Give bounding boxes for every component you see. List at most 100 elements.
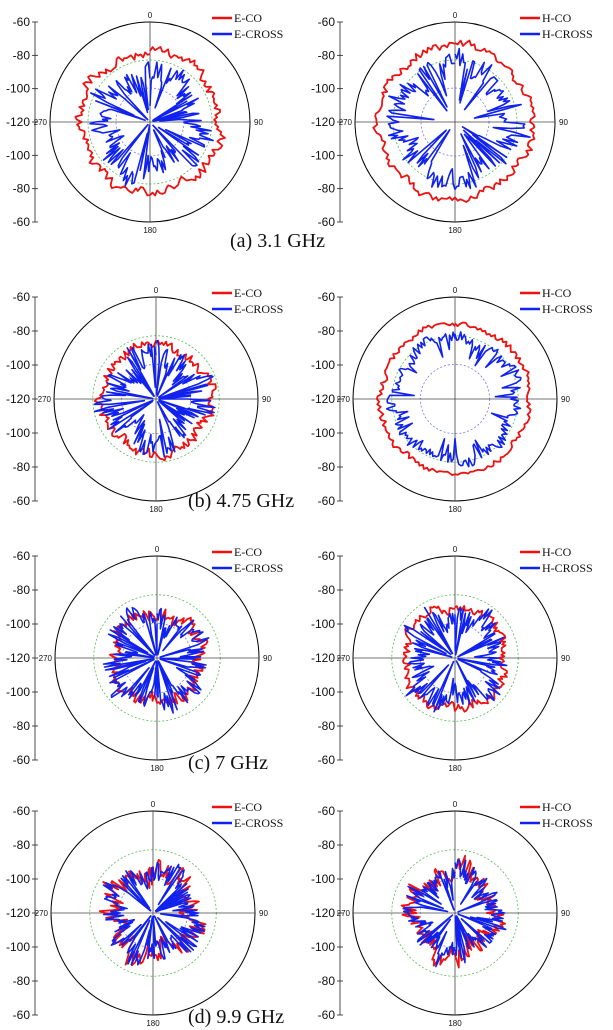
series-trace-h-co [372, 39, 536, 203]
scale-tick-label: -60 [13, 1008, 31, 1022]
polar-plot-1-e: 0 90 180 270 -60 -80 -100 -120 -100 -80 -60 E-CO E-C… [6, 11, 283, 235]
scale-tick-label: -100 [6, 940, 30, 954]
series-trace-e-co [74, 46, 226, 197]
scale-tick-label: -100 [6, 358, 30, 372]
legend-label: H-CROSS [542, 27, 593, 41]
angle-label-90: 90 [559, 118, 568, 127]
angle-label-180: 180 [149, 505, 163, 514]
scale-tick-label: -60 [13, 494, 31, 508]
caption-d: (d) 9.9 GHz [188, 1006, 285, 1028]
polar-plot-4-h: 0 90 180 270 -60 -80 -100 -120 -100 -80 -60 H-CO H-C… [311, 800, 593, 1028]
scale-tick-label: -120 [311, 392, 335, 406]
polar-plot-4-e: 0 90 180 270 -60 -80 -100 -120 -100 -80 -60 E-CO E-C… [6, 800, 283, 1028]
series-trace-h-cross [403, 606, 508, 713]
series-trace-e-cross [102, 861, 206, 966]
scale-tick-label: -80 [318, 324, 336, 338]
polar-plot-1-h: 0 90 180 270 -60 -80 -100 -120 -100 -80 -60 H-CO H-C… [311, 11, 593, 235]
scale-tick-label: -80 [318, 838, 336, 852]
scale-tick-label: -60 [318, 1008, 336, 1022]
angle-label-270: 270 [39, 654, 53, 663]
scale-tick-label: -60 [318, 290, 336, 304]
scale-tick-label: -100 [311, 685, 335, 699]
scale-tick-label: -60 [318, 215, 336, 229]
scale-tick-label: -60 [13, 290, 31, 304]
series-trace-h-co [376, 321, 532, 476]
angle-label-0: 0 [453, 11, 458, 20]
scale-tick-label: -120 [6, 906, 30, 920]
scale-tick-label: -60 [318, 549, 336, 563]
angle-label-180: 180 [448, 1019, 462, 1028]
angle-label-90: 90 [259, 909, 268, 918]
angle-label-90: 90 [561, 395, 570, 404]
angle-label-0: 0 [453, 545, 458, 554]
series-trace-e-cross [89, 61, 214, 187]
scale-tick-label: -100 [311, 82, 335, 96]
angle-label-270: 270 [34, 118, 48, 127]
legend-label: H-CO [542, 800, 572, 814]
angle-label-180: 180 [448, 764, 462, 773]
angle-label-0: 0 [453, 286, 458, 295]
scale-tick-label: -60 [13, 15, 31, 29]
scale-tick-label: -80 [13, 460, 31, 474]
legend-label: H-CO [542, 545, 572, 559]
polar-plot-2-h: 0 90 180 270 -60 -80 -100 -120 -100 -80 -60 H-CO H-C… [311, 286, 593, 514]
scale-tick-label: -80 [13, 719, 31, 733]
scale-tick-label: -60 [13, 549, 31, 563]
legend-label: E-CROSS [234, 561, 283, 575]
legend-label: H-CO [542, 11, 572, 25]
scale-tick-label: -100 [311, 617, 335, 631]
scale-tick-label: -80 [318, 48, 336, 62]
angle-label-270: 270 [337, 395, 351, 404]
angle-label-180: 180 [146, 1019, 160, 1028]
scale-tick-label: -80 [13, 324, 31, 338]
caption-b: (b) 4.75 GHz [188, 490, 295, 512]
angle-label-90: 90 [561, 909, 570, 918]
scale-tick-label: -100 [311, 148, 335, 162]
scale-tick-label: -80 [318, 583, 336, 597]
scale-tick-label: -120 [6, 392, 30, 406]
legend-label: E-CROSS [234, 816, 283, 830]
scale-tick-label: -80 [318, 182, 336, 196]
scale-tick-label: -60 [13, 804, 31, 818]
scale-tick-label: -80 [13, 583, 31, 597]
angle-label-0: 0 [154, 286, 159, 295]
scale-tick-label: -80 [13, 974, 31, 988]
legend-label: H-CROSS [542, 561, 593, 575]
series-trace-e-cross [93, 340, 216, 458]
scale-tick-label: -80 [13, 838, 31, 852]
series-trace-h-co [402, 605, 508, 713]
scale-tick-label: -120 [6, 651, 30, 665]
legend-label: H-CROSS [542, 302, 593, 316]
scale-tick-label: -60 [13, 753, 31, 767]
series-trace-h-cross [402, 858, 507, 968]
scale-tick-label: -120 [6, 115, 30, 129]
angle-label-0: 0 [155, 545, 160, 554]
scale-tick-label: -100 [311, 358, 335, 372]
legend-label: E-CO [234, 545, 262, 559]
angle-label-0: 0 [453, 800, 458, 809]
scale-tick-label: -100 [6, 426, 30, 440]
caption-c: (c) 7 GHz [188, 752, 268, 774]
scale-tick-label: -100 [311, 940, 335, 954]
scale-tick-label: -60 [13, 215, 31, 229]
series-trace-e-cross [102, 606, 210, 714]
angle-label-180: 180 [143, 226, 157, 235]
angle-label-270: 270 [35, 909, 49, 918]
legend-label: E-CO [234, 800, 262, 814]
angle-label-270: 270 [337, 654, 351, 663]
scale-tick-label: -120 [311, 906, 335, 920]
scale-tick-label: -60 [318, 804, 336, 818]
polar-plot-3-h: 0 90 180 270 -60 -80 -100 -120 -100 -80 -60 H-CO H-C… [311, 545, 593, 773]
polar-plot-3-e: 0 90 180 270 -60 -80 -100 -120 -100 -80 -60 E-CO E-C… [6, 545, 283, 773]
angle-label-270: 270 [337, 909, 351, 918]
legend-label: E-CO [234, 11, 262, 25]
angle-label-0: 0 [151, 800, 156, 809]
legend-label: E-CO [234, 286, 262, 300]
scale-tick-label: -100 [311, 426, 335, 440]
scale-tick-label: -60 [318, 15, 336, 29]
scale-tick-label: -80 [318, 460, 336, 474]
scale-tick-label: -100 [6, 82, 30, 96]
scale-tick-label: -120 [311, 651, 335, 665]
angle-label-270: 270 [339, 118, 353, 127]
